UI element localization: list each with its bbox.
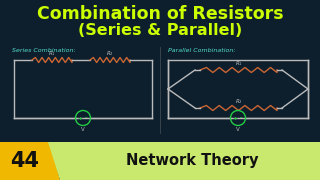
Text: V: V — [236, 127, 240, 132]
Text: Parallel Combination:: Parallel Combination: — [168, 48, 236, 53]
Text: Combination of Resistors: Combination of Resistors — [37, 5, 283, 23]
Text: $R_1$: $R_1$ — [235, 60, 243, 68]
Text: $R_2$: $R_2$ — [235, 98, 243, 106]
Text: 44: 44 — [11, 151, 39, 171]
Text: -: - — [240, 116, 243, 120]
Text: -: - — [85, 116, 87, 120]
Text: V: V — [81, 127, 85, 132]
Text: +: + — [77, 116, 83, 120]
Polygon shape — [48, 142, 320, 180]
Text: Network Theory: Network Theory — [126, 154, 258, 168]
Text: Series Combination:: Series Combination: — [12, 48, 76, 53]
Text: +: + — [233, 116, 238, 120]
Text: $R_1$: $R_1$ — [48, 50, 56, 59]
Text: $R_2$: $R_2$ — [106, 50, 114, 59]
Polygon shape — [0, 142, 60, 180]
Text: (Series & Parallel): (Series & Parallel) — [78, 22, 242, 37]
